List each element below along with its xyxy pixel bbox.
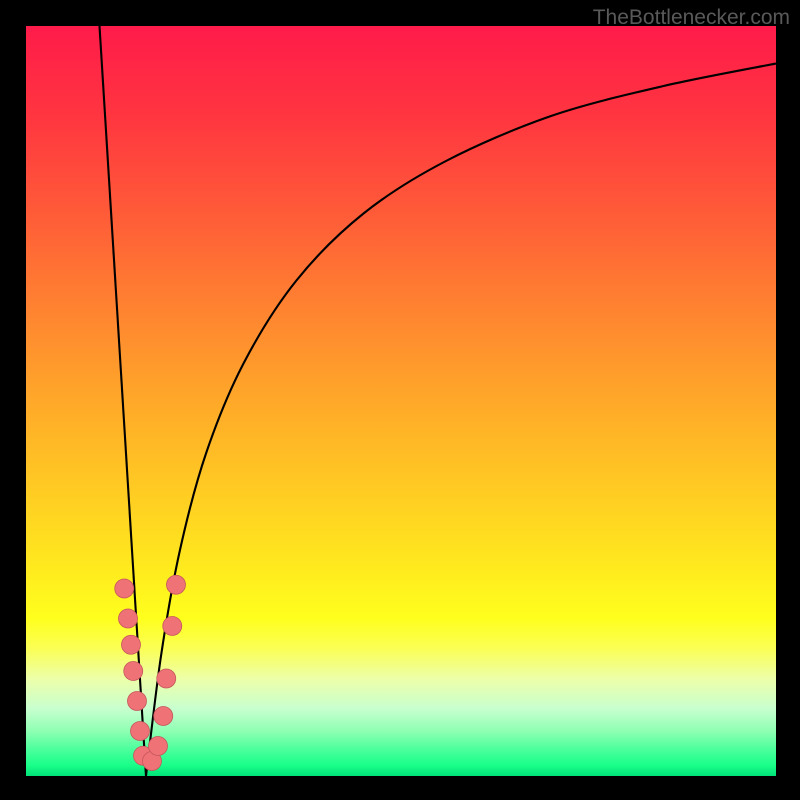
data-marker (115, 579, 134, 598)
data-marker (122, 635, 141, 654)
data-marker (124, 662, 143, 681)
data-marker (154, 707, 173, 726)
plot-area (26, 26, 776, 776)
plot-svg (26, 26, 776, 776)
data-marker (167, 575, 186, 594)
chart-canvas: TheBottlenecker.com (0, 0, 800, 800)
data-marker (131, 722, 150, 741)
data-marker (157, 669, 176, 688)
data-marker (119, 609, 138, 628)
data-marker (163, 617, 182, 636)
data-marker (128, 692, 147, 711)
data-marker (149, 737, 168, 756)
